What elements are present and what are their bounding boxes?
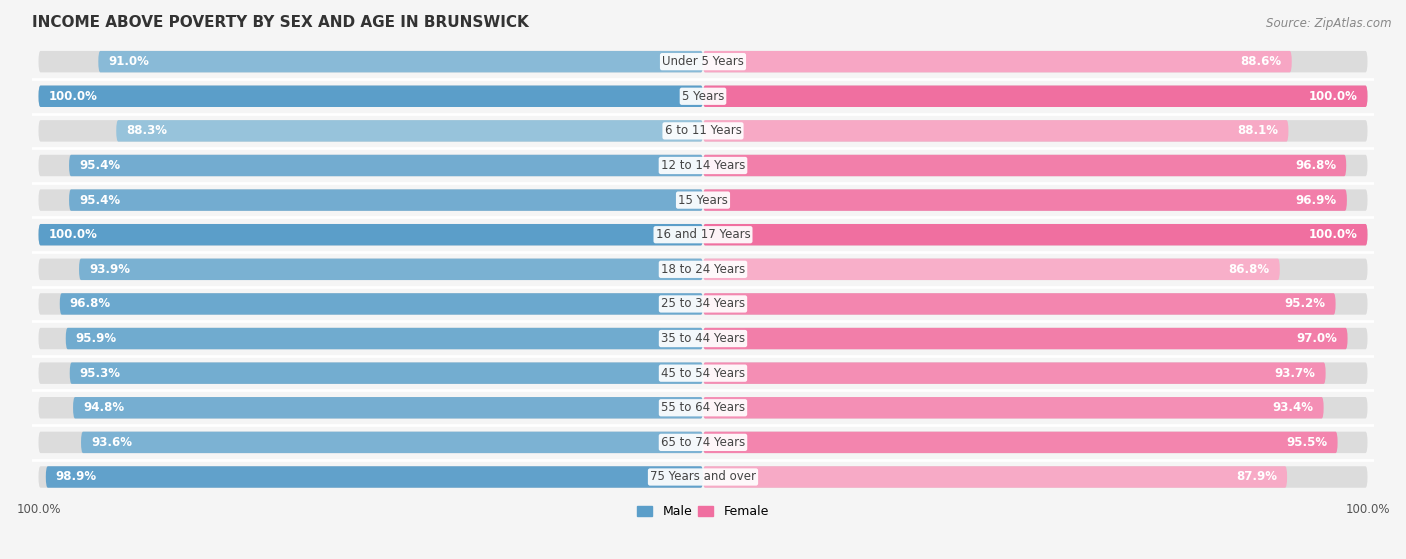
Text: 88.6%: 88.6% (1240, 55, 1282, 68)
Text: Source: ZipAtlas.com: Source: ZipAtlas.com (1267, 17, 1392, 30)
FancyBboxPatch shape (703, 259, 1368, 280)
Text: 6 to 11 Years: 6 to 11 Years (665, 125, 741, 138)
FancyBboxPatch shape (703, 155, 1368, 176)
Text: 100.0%: 100.0% (1309, 228, 1358, 241)
Text: 15 Years: 15 Years (678, 193, 728, 207)
FancyBboxPatch shape (38, 155, 703, 176)
FancyBboxPatch shape (703, 328, 1368, 349)
Text: INCOME ABOVE POVERTY BY SEX AND AGE IN BRUNSWICK: INCOME ABOVE POVERTY BY SEX AND AGE IN B… (32, 15, 529, 30)
FancyBboxPatch shape (703, 224, 1368, 245)
Text: 45 to 54 Years: 45 to 54 Years (661, 367, 745, 380)
Text: 75 Years and over: 75 Years and over (650, 471, 756, 484)
FancyBboxPatch shape (703, 86, 1368, 107)
FancyBboxPatch shape (703, 362, 1326, 384)
Text: 35 to 44 Years: 35 to 44 Years (661, 332, 745, 345)
FancyBboxPatch shape (703, 86, 1368, 107)
Text: 97.0%: 97.0% (1296, 332, 1337, 345)
FancyBboxPatch shape (98, 51, 703, 72)
Text: 16 and 17 Years: 16 and 17 Years (655, 228, 751, 241)
Text: 88.1%: 88.1% (1237, 125, 1278, 138)
FancyBboxPatch shape (38, 432, 703, 453)
Text: 95.3%: 95.3% (80, 367, 121, 380)
Text: 95.4%: 95.4% (79, 193, 120, 207)
FancyBboxPatch shape (703, 362, 1368, 384)
Text: 93.4%: 93.4% (1272, 401, 1313, 414)
FancyBboxPatch shape (703, 397, 1323, 419)
FancyBboxPatch shape (38, 466, 703, 487)
FancyBboxPatch shape (79, 259, 703, 280)
FancyBboxPatch shape (38, 293, 703, 315)
Text: 93.7%: 93.7% (1275, 367, 1316, 380)
Text: 87.9%: 87.9% (1236, 471, 1277, 484)
FancyBboxPatch shape (703, 259, 1279, 280)
FancyBboxPatch shape (703, 120, 1288, 141)
Text: 5 Years: 5 Years (682, 90, 724, 103)
Text: 86.8%: 86.8% (1229, 263, 1270, 276)
FancyBboxPatch shape (703, 293, 1336, 315)
FancyBboxPatch shape (38, 120, 703, 141)
Text: 96.8%: 96.8% (1295, 159, 1336, 172)
Text: Under 5 Years: Under 5 Years (662, 55, 744, 68)
FancyBboxPatch shape (38, 51, 703, 72)
Text: 100.0%: 100.0% (48, 90, 97, 103)
FancyBboxPatch shape (703, 466, 1368, 487)
FancyBboxPatch shape (117, 120, 703, 141)
Text: 95.2%: 95.2% (1285, 297, 1326, 310)
Text: 55 to 64 Years: 55 to 64 Years (661, 401, 745, 414)
FancyBboxPatch shape (69, 190, 703, 211)
Text: 94.8%: 94.8% (83, 401, 124, 414)
FancyBboxPatch shape (82, 432, 703, 453)
FancyBboxPatch shape (38, 328, 703, 349)
FancyBboxPatch shape (66, 328, 703, 349)
FancyBboxPatch shape (38, 190, 703, 211)
Text: 91.0%: 91.0% (108, 55, 149, 68)
Text: 96.8%: 96.8% (70, 297, 111, 310)
FancyBboxPatch shape (46, 466, 703, 487)
FancyBboxPatch shape (38, 362, 703, 384)
FancyBboxPatch shape (703, 397, 1368, 419)
FancyBboxPatch shape (703, 190, 1368, 211)
FancyBboxPatch shape (38, 224, 703, 245)
FancyBboxPatch shape (703, 466, 1286, 487)
Legend: Male, Female: Male, Female (633, 500, 773, 523)
FancyBboxPatch shape (703, 328, 1347, 349)
FancyBboxPatch shape (38, 259, 703, 280)
FancyBboxPatch shape (703, 155, 1346, 176)
Text: 88.3%: 88.3% (127, 125, 167, 138)
FancyBboxPatch shape (703, 432, 1337, 453)
FancyBboxPatch shape (703, 120, 1368, 141)
Text: 95.4%: 95.4% (79, 159, 120, 172)
FancyBboxPatch shape (703, 224, 1368, 245)
FancyBboxPatch shape (70, 362, 703, 384)
FancyBboxPatch shape (703, 293, 1368, 315)
FancyBboxPatch shape (703, 51, 1368, 72)
Text: 100.0%: 100.0% (1309, 90, 1358, 103)
Text: 93.9%: 93.9% (89, 263, 129, 276)
FancyBboxPatch shape (38, 86, 703, 107)
FancyBboxPatch shape (73, 397, 703, 419)
FancyBboxPatch shape (38, 224, 703, 245)
FancyBboxPatch shape (703, 432, 1368, 453)
FancyBboxPatch shape (60, 293, 703, 315)
Text: 95.9%: 95.9% (76, 332, 117, 345)
Text: 18 to 24 Years: 18 to 24 Years (661, 263, 745, 276)
FancyBboxPatch shape (69, 155, 703, 176)
Text: 25 to 34 Years: 25 to 34 Years (661, 297, 745, 310)
Text: 65 to 74 Years: 65 to 74 Years (661, 436, 745, 449)
FancyBboxPatch shape (703, 190, 1347, 211)
Text: 98.9%: 98.9% (56, 471, 97, 484)
FancyBboxPatch shape (38, 86, 703, 107)
Text: 96.9%: 96.9% (1296, 193, 1337, 207)
FancyBboxPatch shape (38, 397, 703, 419)
Text: 95.5%: 95.5% (1286, 436, 1327, 449)
FancyBboxPatch shape (703, 51, 1292, 72)
Text: 93.6%: 93.6% (91, 436, 132, 449)
Text: 12 to 14 Years: 12 to 14 Years (661, 159, 745, 172)
Text: 100.0%: 100.0% (48, 228, 97, 241)
